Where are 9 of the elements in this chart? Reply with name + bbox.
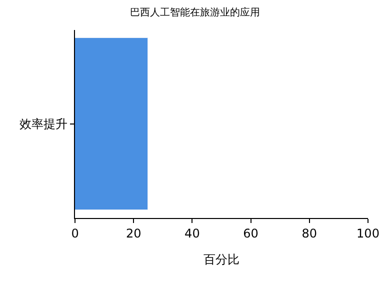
x-tick-label: 40	[184, 226, 200, 240]
y-tick-label: 效率提升	[20, 117, 68, 132]
x-tick-label: 60	[243, 226, 258, 240]
x-tick-label: 0	[71, 226, 79, 240]
x-tick-label: 80	[302, 226, 318, 240]
chart-title: 巴西人工智能在旅游业的应用	[130, 6, 260, 18]
x-tick-label: 100	[356, 226, 380, 240]
x-axis-title: 百分比	[204, 252, 240, 266]
x-tick-label: 20	[126, 226, 142, 240]
